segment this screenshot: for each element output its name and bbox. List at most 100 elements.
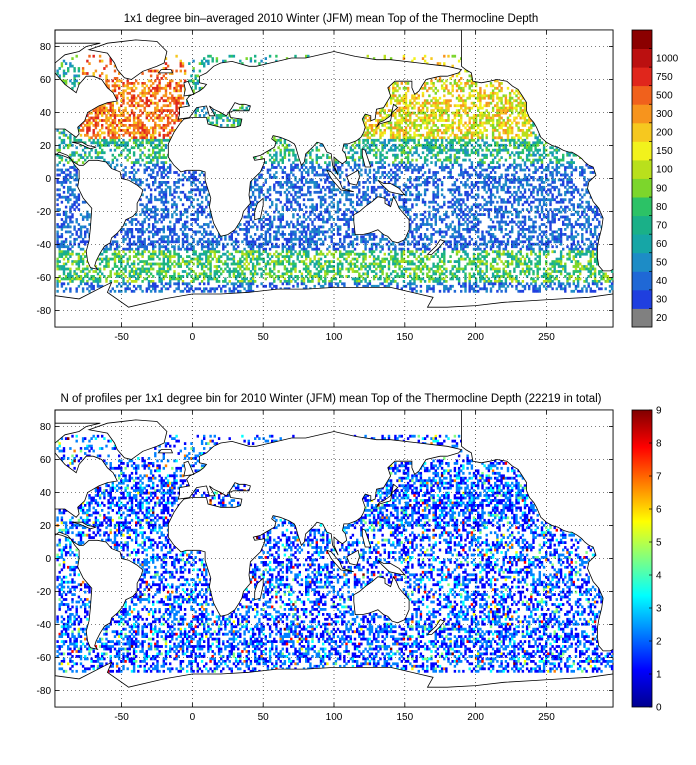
data-bin: [69, 215, 72, 219]
data-bin: [256, 178, 259, 182]
data-bin: [343, 185, 346, 189]
data-bin: [474, 183, 478, 187]
data-bin: [440, 141, 444, 145]
data-bin: [75, 233, 78, 236]
data-bin: [576, 218, 580, 221]
data-bin: [64, 158, 68, 162]
data-bin: [536, 143, 539, 147]
data-bin: [455, 89, 459, 93]
data-bin: [349, 200, 352, 204]
data-bin: [502, 163, 505, 167]
data-bin: [243, 233, 246, 236]
data-bin: [504, 181, 508, 184]
data-bin: [317, 225, 321, 229]
data-bin: [383, 143, 386, 147]
data-bin: [502, 198, 505, 202]
data-bin: [345, 146, 348, 150]
data-bin: [156, 143, 159, 147]
data-bin: [64, 205, 68, 209]
data-bin: [319, 156, 323, 159]
data-bin: [477, 228, 480, 231]
data-bin: [489, 193, 493, 197]
data-bin: [447, 54, 450, 58]
data-bin: [506, 131, 510, 135]
data-bin: [409, 176, 412, 179]
data-bin: [532, 143, 535, 147]
data-bin: [169, 91, 172, 95]
data-bin: [400, 151, 403, 155]
data-bin: [183, 208, 187, 211]
data-bin: [200, 62, 204, 65]
data-bin: [576, 203, 580, 207]
data-bin: [457, 86, 461, 90]
data-bin: [81, 126, 85, 130]
data-bin: [281, 158, 284, 162]
data-bin: [288, 200, 291, 204]
data-bin: [440, 220, 444, 224]
data-bin: [183, 176, 187, 179]
data-bin: [154, 91, 157, 95]
data-bin: [474, 205, 478, 209]
data-bin: [466, 228, 469, 231]
data-bin: [302, 163, 306, 167]
data-bin: [349, 203, 352, 207]
data-bin: [498, 195, 501, 199]
data-bin: [498, 82, 501, 85]
data-bin: [500, 148, 503, 152]
data-bin: [313, 225, 316, 229]
data-bin: [154, 176, 157, 179]
data-bin: [432, 190, 435, 194]
data-bin: [406, 156, 410, 159]
data-bin: [434, 106, 437, 110]
data-bin: [158, 116, 161, 120]
data-bin: [423, 233, 427, 236]
data-bin: [290, 183, 293, 187]
data-bin: [372, 168, 376, 172]
data-bin: [162, 200, 165, 204]
data-bin: [294, 166, 297, 169]
data-bin: [496, 190, 499, 194]
data-bin: [290, 233, 293, 236]
data-bin: [115, 84, 119, 88]
data-bin: [402, 161, 406, 164]
data-bin: [111, 119, 114, 122]
data-bin: [71, 151, 74, 155]
data-bin: [372, 131, 376, 135]
data-bin: [128, 119, 131, 122]
data-bin: [434, 129, 437, 132]
data-bin: [264, 223, 267, 226]
data-bin: [156, 161, 159, 164]
data-bin: [432, 198, 435, 202]
data-bin: [396, 126, 399, 130]
data-bin: [132, 168, 136, 172]
data-bin: [504, 200, 508, 204]
data-bin: [158, 82, 161, 85]
data-bin: [96, 111, 100, 115]
data-bin: [366, 173, 369, 177]
data-bin: [506, 86, 510, 90]
data-bin: [368, 148, 372, 152]
data-bin: [485, 183, 488, 187]
data-bin: [438, 77, 442, 80]
data-bin: [534, 171, 537, 174]
data-bin: [362, 138, 365, 142]
data-bin: [525, 146, 529, 150]
data-bin: [540, 218, 544, 221]
data-bin: [339, 225, 342, 229]
data-bin: [413, 111, 416, 115]
data-bin: [455, 161, 459, 164]
data-bin: [147, 79, 151, 83]
data-bin: [164, 86, 168, 90]
data-bin: [411, 193, 414, 197]
data-bin: [360, 200, 363, 204]
data-bin: [109, 121, 112, 125]
data-bin: [470, 163, 474, 167]
data-bin: [96, 131, 100, 135]
data-bin: [430, 161, 433, 164]
data-bin: [175, 181, 178, 184]
data-bin: [528, 178, 531, 182]
data-bin: [300, 185, 304, 189]
data-bin: [60, 131, 64, 135]
data-bin: [162, 230, 165, 234]
data-bin: [135, 158, 138, 162]
